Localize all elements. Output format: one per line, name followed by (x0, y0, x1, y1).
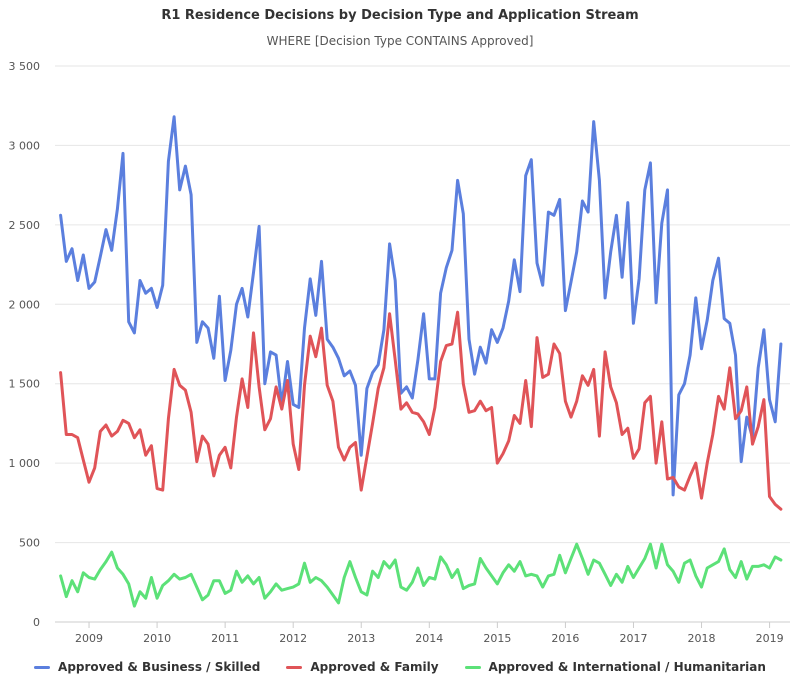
series-line-international-humanitarian[interactable] (59, 542, 783, 608)
legend-swatch (464, 665, 481, 669)
x-tick-label: 2011 (211, 632, 239, 645)
x-tick-label: 2014 (415, 632, 443, 645)
y-tick-label: 500 (19, 537, 40, 550)
x-tick-label: 2016 (551, 632, 579, 645)
y-axis: 0 500 1 000 1 500 2 000 2 500 3 000 3 500 (9, 60, 41, 629)
chart-title: R1 Residence Decisions by Decision Type … (161, 8, 639, 23)
series-line-family[interactable] (59, 310, 783, 511)
legend-label: Approved & Business / Skilled (58, 660, 261, 674)
y-tick-label: 2 500 (9, 219, 41, 232)
gridlines (55, 65, 790, 623)
series-line-business-skilled[interactable] (59, 115, 783, 497)
y-tick-label: 3 500 (9, 60, 41, 73)
legend-label: Approved & International / Humanitarian (488, 660, 766, 674)
legend-item-family[interactable]: Approved & Family (286, 660, 439, 674)
legend-label: Approved & Family (310, 660, 439, 674)
y-tick-label: 0 (33, 616, 40, 629)
x-tick-label: 2012 (279, 632, 307, 645)
legend-swatch (286, 665, 303, 669)
x-tick-label: 2009 (75, 632, 103, 645)
x-tick-label: 2015 (483, 632, 511, 645)
y-tick-label: 2 000 (9, 298, 41, 311)
x-tick-label: 2018 (688, 632, 716, 645)
legend-swatch (34, 665, 51, 669)
x-tick-label: 2010 (143, 632, 171, 645)
legend-item-business-skilled[interactable]: Approved & Business / Skilled (34, 660, 260, 674)
series-lines (59, 115, 783, 608)
x-axis: 2009 2010 2011 2012 2013 2014 2015 2016 2017 2018… (75, 622, 784, 645)
chart-subtitle: WHERE [Decision Type CONTAINS Approved] (266, 34, 534, 48)
x-tick-label: 2013 (347, 632, 375, 645)
x-tick-label: 2017 (619, 632, 647, 645)
x-tick-label: 2019 (756, 632, 784, 645)
y-tick-label: 1 500 (9, 378, 41, 391)
y-tick-label: 3 000 (9, 139, 41, 152)
y-tick-label: 1 000 (9, 457, 41, 470)
legend: Approved & Business / Skilled Approved &… (0, 660, 800, 674)
legend-item-international-humanitarian[interactable]: Approved & International / Humanitarian (464, 660, 766, 674)
